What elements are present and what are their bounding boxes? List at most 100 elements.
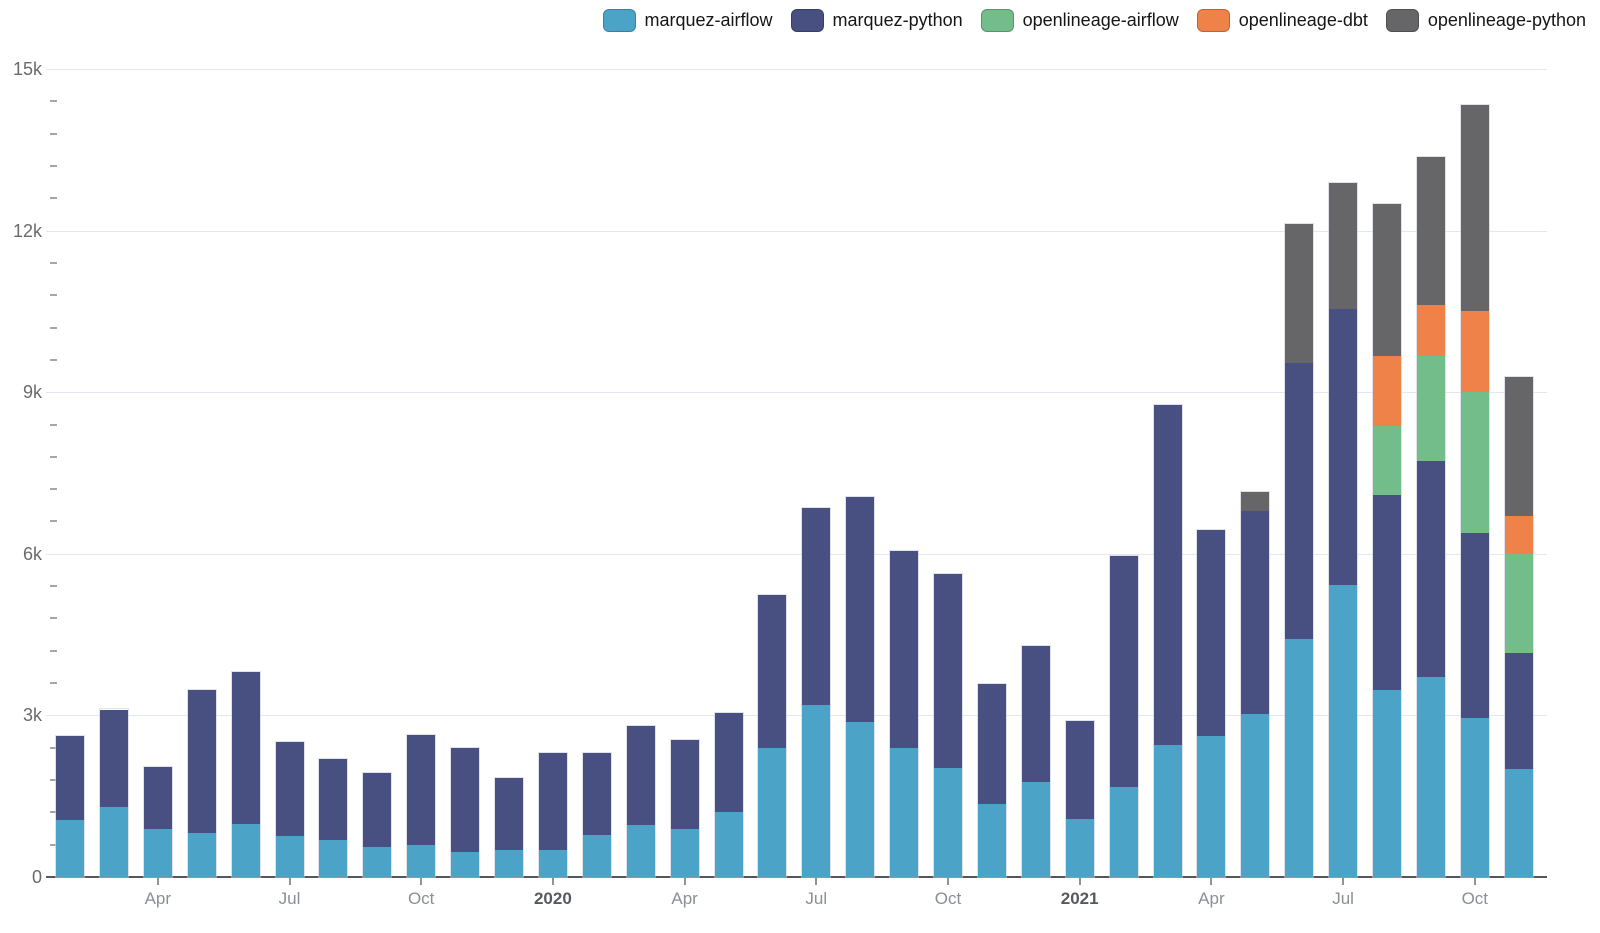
bar-segment-openlineage-python[interactable] [1373, 204, 1401, 357]
legend-item-openlineage-airflow[interactable]: openlineage-airflow [980, 9, 1179, 32]
bar-aug-2021[interactable] [1372, 203, 1402, 878]
bar-segment-openlineage-dbt[interactable] [1416, 304, 1445, 357]
bar-segment-marquez-airflow[interactable] [934, 768, 962, 877]
bar-segment-marquez-python[interactable] [363, 772, 392, 848]
legend-item-openlineage-dbt[interactable]: openlineage-dbt [1196, 9, 1368, 32]
bar-mar-2019[interactable] [98, 708, 129, 878]
legend-item-marquez-python[interactable]: marquez-python [790, 9, 963, 32]
bar-sep-2020[interactable] [889, 549, 920, 879]
bar-segment-marquez-airflow[interactable] [187, 832, 216, 877]
bar-segment-marquez-airflow[interactable] [1109, 787, 1138, 877]
bar-segment-marquez-airflow[interactable] [407, 845, 436, 877]
bar-sep-2019[interactable] [362, 771, 393, 878]
bar-segment-openlineage-python[interactable] [1416, 156, 1445, 305]
bar-aug-2019[interactable] [318, 757, 349, 878]
bar-segment-marquez-python[interactable] [758, 594, 787, 748]
bar-segment-openlineage-python[interactable] [1285, 224, 1314, 364]
bar-segment-marquez-python[interactable] [934, 573, 962, 769]
bar-segment-openlineage-dbt[interactable] [1504, 516, 1533, 554]
bar-segment-marquez-airflow[interactable] [758, 747, 787, 877]
bar-segment-marquez-airflow[interactable] [846, 722, 875, 877]
bar-segment-marquez-python[interactable] [56, 736, 84, 821]
bar-segment-marquez-airflow[interactable] [1373, 690, 1401, 877]
bar-segment-marquez-airflow[interactable] [1241, 714, 1270, 877]
bar-nov-2019[interactable] [450, 746, 481, 879]
bar-segment-marquez-airflow[interactable] [1504, 769, 1533, 877]
bar-jan-2021[interactable] [1064, 720, 1095, 878]
bar-feb-2020[interactable] [581, 751, 612, 879]
bar-segment-marquez-python[interactable] [714, 713, 743, 812]
bar-segment-marquez-airflow[interactable] [890, 747, 919, 877]
bar-segment-marquez-python[interactable] [1460, 533, 1489, 719]
bar-segment-marquez-airflow[interactable] [231, 824, 260, 877]
bar-segment-marquez-airflow[interactable] [1460, 718, 1489, 877]
bar-segment-marquez-airflow[interactable] [56, 820, 84, 877]
bar-segment-marquez-airflow[interactable] [319, 839, 348, 877]
bar-dec-2019[interactable] [494, 776, 524, 879]
bar-nov-2021[interactable] [1503, 375, 1534, 879]
bar-segment-marquez-python[interactable] [1504, 652, 1533, 770]
bar-segment-marquez-airflow[interactable] [670, 829, 699, 877]
bar-segment-marquez-airflow[interactable] [1065, 818, 1094, 877]
bar-apr-2021[interactable] [1196, 529, 1227, 878]
bar-may-2021[interactable] [1240, 490, 1271, 879]
bar-jan-2020[interactable] [537, 751, 568, 879]
bar-jun-2020[interactable] [757, 593, 788, 879]
bar-oct-2020[interactable] [933, 572, 963, 879]
bar-segment-marquez-python[interactable] [407, 734, 436, 846]
bar-segment-marquez-python[interactable] [451, 747, 480, 852]
bar-segment-openlineage-dbt[interactable] [1460, 311, 1489, 393]
bar-segment-marquez-python[interactable] [1373, 494, 1401, 691]
bar-segment-marquez-python[interactable] [1285, 363, 1314, 640]
bar-segment-marquez-python[interactable] [231, 672, 260, 825]
bar-segment-marquez-airflow[interactable] [626, 825, 655, 877]
bar-segment-marquez-airflow[interactable] [1197, 735, 1226, 877]
legend-item-marquez-airflow[interactable]: marquez-airflow [602, 9, 773, 32]
bar-segment-marquez-airflow[interactable] [977, 804, 1006, 877]
bar-segment-marquez-python[interactable] [538, 752, 567, 851]
bar-oct-2019[interactable] [406, 733, 437, 879]
bar-segment-marquez-python[interactable] [1065, 721, 1094, 819]
legend-item-openlineage-python[interactable]: openlineage-python [1385, 9, 1586, 32]
bar-segment-marquez-airflow[interactable] [363, 847, 392, 877]
bar-segment-marquez-python[interactable] [495, 777, 523, 851]
bar-segment-openlineage-python[interactable] [1329, 183, 1358, 310]
bar-sep-2021[interactable] [1415, 155, 1446, 879]
bar-segment-marquez-airflow[interactable] [99, 806, 128, 877]
bar-segment-openlineage-airflow[interactable] [1373, 426, 1401, 495]
bar-segment-marquez-airflow[interactable] [275, 836, 304, 877]
bar-segment-openlineage-airflow[interactable] [1504, 553, 1533, 653]
bar-apr-2019[interactable] [142, 766, 173, 878]
bar-segment-marquez-python[interactable] [1109, 555, 1138, 788]
bar-may-2020[interactable] [713, 712, 744, 878]
bar-segment-marquez-airflow[interactable] [1285, 639, 1314, 877]
bar-mar-2020[interactable] [625, 725, 656, 878]
bar-jul-2021[interactable] [1328, 182, 1359, 878]
bar-mar-2021[interactable] [1152, 404, 1183, 878]
bar-oct-2021[interactable] [1459, 104, 1490, 878]
bar-segment-marquez-python[interactable] [143, 767, 172, 829]
bar-segment-marquez-airflow[interactable] [538, 850, 567, 877]
bar-segment-marquez-python[interactable] [670, 740, 699, 830]
bar-segment-marquez-python[interactable] [626, 726, 655, 826]
bar-nov-2020[interactable] [976, 682, 1007, 879]
bar-jul-2020[interactable] [801, 507, 832, 878]
bar-segment-marquez-airflow[interactable] [143, 828, 172, 877]
bar-segment-openlineage-python[interactable] [1241, 491, 1270, 512]
bar-segment-openlineage-dbt[interactable] [1373, 356, 1401, 427]
bar-jun-2021[interactable] [1284, 223, 1315, 878]
bar-segment-marquez-python[interactable] [187, 689, 216, 833]
bar-segment-marquez-airflow[interactable] [582, 834, 611, 877]
bar-segment-marquez-python[interactable] [1153, 405, 1182, 746]
bar-segment-openlineage-python[interactable] [1460, 105, 1489, 312]
bar-jun-2019[interactable] [230, 671, 261, 878]
bar-segment-marquez-airflow[interactable] [495, 850, 523, 877]
bar-segment-marquez-python[interactable] [1197, 530, 1226, 736]
bar-dec-2020[interactable] [1020, 645, 1051, 878]
bar-segment-marquez-python[interactable] [1416, 461, 1445, 677]
bar-segment-marquez-python[interactable] [582, 752, 611, 835]
bar-feb-2019[interactable] [55, 735, 85, 878]
bar-segment-marquez-python[interactable] [275, 742, 304, 837]
bar-segment-marquez-python[interactable] [890, 550, 919, 748]
bar-may-2019[interactable] [186, 688, 217, 879]
